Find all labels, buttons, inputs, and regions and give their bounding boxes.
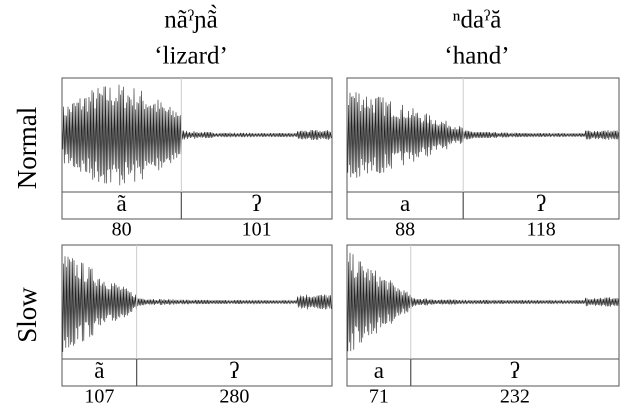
- segment-duration: 107: [84, 386, 114, 408]
- word-transcription: ⁿdaˀă: [453, 7, 502, 34]
- segment-duration: 101: [242, 219, 272, 241]
- segment-interval: [462, 191, 620, 220]
- segment-label: ʔ: [536, 191, 546, 216]
- waveform: [61, 252, 332, 352]
- segment-label: a: [400, 191, 410, 216]
- word-gloss: ‘lizard’: [154, 43, 228, 70]
- segment-duration: 118: [526, 219, 555, 241]
- row-label: Slow: [12, 287, 42, 343]
- segment-duration: 232: [500, 386, 530, 408]
- row-label: Normal: [12, 107, 42, 189]
- word-gloss: ‘hand’: [444, 43, 509, 70]
- segment-label: ʔ: [510, 358, 520, 383]
- segment-duration: 280: [219, 386, 249, 408]
- segment-label: ʔ: [252, 191, 262, 216]
- segment-label: a: [374, 358, 384, 383]
- waveform: [346, 252, 620, 352]
- segment-label: ã: [94, 358, 104, 383]
- segment-label: ʔ: [229, 358, 239, 383]
- segment-interval: [180, 191, 333, 220]
- segment-interval: [136, 358, 333, 387]
- segment-duration: 71: [369, 386, 389, 408]
- segment-duration: 80: [112, 219, 132, 241]
- segment-duration: 88: [395, 219, 415, 241]
- segment-label: ã: [117, 191, 127, 216]
- waveform: [61, 84, 332, 186]
- word-transcription: nãˀɲã̀: [164, 5, 217, 34]
- segment-interval: [410, 358, 620, 387]
- panel-frame: [346, 244, 620, 387]
- waveform: [346, 92, 620, 178]
